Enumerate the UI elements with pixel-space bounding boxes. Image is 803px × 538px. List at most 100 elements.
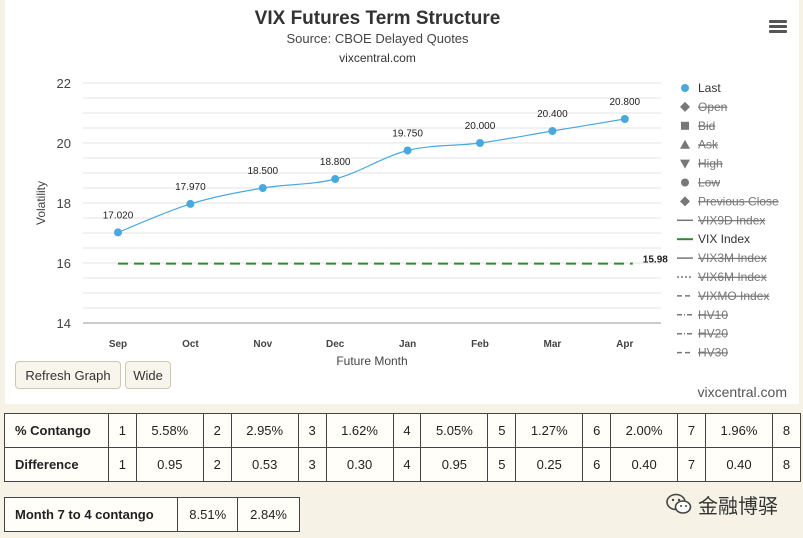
legend-symbol [681, 121, 689, 130]
data-point [258, 184, 267, 192]
table-row: Month 7 to 4 contango 8.51% 2.84% [3, 497, 300, 532]
chart-subtitle: Source: CBOE Delayed Quotes [286, 31, 469, 46]
month-contango-value: 2.84% [237, 497, 300, 532]
legend-item[interactable]: VIX9D Index [677, 213, 765, 227]
brand-watermark-text: 金融博驿 [698, 495, 778, 518]
legend-item[interactable]: HV30 [677, 346, 728, 360]
legend-item[interactable]: VIX3M Index [677, 251, 767, 265]
legend-item[interactable]: Ask [680, 138, 719, 152]
legend-label: Last [698, 81, 721, 95]
x-tick-label: Sep [109, 339, 127, 350]
legend-label: HV30 [698, 346, 728, 360]
legend-label: Previous Close [698, 194, 779, 208]
data-label: 19.750 [392, 129, 423, 140]
contango-value-cell: 0.40 [705, 447, 773, 482]
contango-value-cell: 0.53 [230, 447, 299, 482]
legend-symbol [680, 101, 690, 112]
last-series-line [117, 118, 625, 233]
legend-item[interactable]: VIX6M Index [677, 270, 767, 284]
legend-label: VIX9D Index [698, 213, 765, 227]
legend-symbol [680, 159, 690, 169]
month-number-cell: 3 [297, 447, 327, 482]
x-tick-label: Feb [471, 339, 489, 350]
table-row: % Contango 1 5.58% 2 2.95% 3 1.62% 4 5.05% 5 1.27%… [4, 413, 802, 448]
legend-label: VIXMO Index [698, 289, 769, 303]
data-label: 20.800 [610, 97, 641, 108]
y-tick-label: 18 [57, 196, 71, 211]
month-contango-label: Month 7 to 4 contango [3, 497, 179, 532]
contango-value-cell: 0.30 [325, 447, 394, 482]
data-point [403, 146, 412, 155]
month-number-cell: 2 [202, 413, 232, 448]
month-number-cell: 5 [487, 447, 517, 482]
month-contango-table: Month 7 to 4 contango 8.51% 2.84% [3, 497, 300, 532]
x-axis-title: Future Month [336, 354, 407, 368]
contango-value-cell: 1.62% [325, 413, 394, 448]
contango-value-cell: 0.95 [135, 447, 204, 482]
contango-value-cell: 1.27% [515, 413, 584, 448]
month-number-cell: 1 [107, 413, 137, 448]
data-point [548, 127, 557, 135]
wechat-icon [666, 493, 692, 514]
legend-item[interactable]: Bid [681, 119, 715, 133]
data-label: 18.800 [320, 157, 351, 168]
hamburger-menu-icon[interactable] [769, 20, 787, 34]
y-tick-label: 20 [57, 136, 71, 151]
month-number-cell: 6 [582, 413, 612, 448]
legend-symbol [681, 84, 689, 92]
vix-index-end-label: 15.98 [643, 255, 668, 266]
legend-symbol [681, 178, 689, 187]
legend-item[interactable]: HV10 [677, 308, 728, 322]
legend-symbol [680, 139, 690, 149]
chart-source-link[interactable]: vixcentral.com [339, 51, 416, 65]
legend-label: VIX3M Index [698, 251, 767, 265]
legend-item[interactable]: VIXMO Index [677, 289, 769, 303]
legend-label: HV10 [698, 308, 728, 322]
month-number-cell: 8 [771, 447, 802, 482]
contango-value-cell: 0.25 [515, 447, 584, 482]
month-number-cell: 7 [677, 413, 707, 448]
row-label: Difference [4, 447, 109, 482]
month-number-cell: 2 [202, 447, 232, 482]
legend-item[interactable]: Previous Close [680, 194, 779, 208]
legend-item[interactable]: HV20 [677, 327, 728, 341]
legend-label: Low [698, 176, 720, 190]
legend-label: HV20 [698, 327, 728, 341]
contango-value-cell: 2.95% [230, 413, 299, 448]
chart-title: VIX Futures Term Structure [254, 8, 501, 29]
legend-item[interactable]: Last [681, 81, 721, 95]
x-tick-label: Dec [326, 339, 345, 350]
month-contango-value: 8.51% [177, 497, 239, 532]
legend-item[interactable]: Open [680, 100, 727, 114]
month-number-cell: 7 [677, 447, 707, 482]
month-number-cell: 6 [582, 447, 612, 482]
month-number-cell: 5 [487, 413, 517, 448]
month-number-cell: 8 [771, 413, 802, 448]
legend-label: Bid [698, 119, 715, 133]
data-point [186, 199, 195, 208]
legend-label: VIX Index [698, 232, 750, 246]
contango-value-cell: 5.58% [135, 413, 204, 448]
brand-watermark: 金融博驿 [666, 490, 796, 518]
site-watermark: vixcentral.com [697, 384, 787, 400]
month-number-cell: 4 [392, 413, 422, 448]
x-tick-label: Mar [544, 339, 562, 350]
legend-item[interactable]: VIX Index [677, 232, 750, 246]
y-tick-label: 16 [57, 256, 71, 271]
contango-value-cell: 2.00% [610, 413, 679, 448]
legend-label: Open [698, 100, 727, 114]
legend-item[interactable]: Low [681, 176, 720, 190]
data-point [620, 115, 629, 123]
line-chart: 14 16 18 20 22 Sep Oct Nov Dec Jan Feb Mar Apr Future… [34, 76, 779, 368]
legend-label: High [698, 157, 723, 171]
contango-table: % Contango 1 5.58% 2 2.95% 3 1.62% 4 5.05% 5 1.27%… [4, 413, 802, 482]
data-point [476, 139, 484, 147]
wide-button[interactable]: Wide [125, 361, 171, 389]
x-tick-label: Nov [253, 339, 272, 350]
refresh-graph-button[interactable]: Refresh Graph [15, 361, 121, 389]
data-label: 17.970 [175, 182, 206, 193]
data-label: 18.500 [248, 166, 279, 177]
month-number-cell: 1 [107, 447, 137, 482]
legend-item[interactable]: High [680, 157, 723, 171]
legend-label: VIX6M Index [698, 270, 767, 284]
